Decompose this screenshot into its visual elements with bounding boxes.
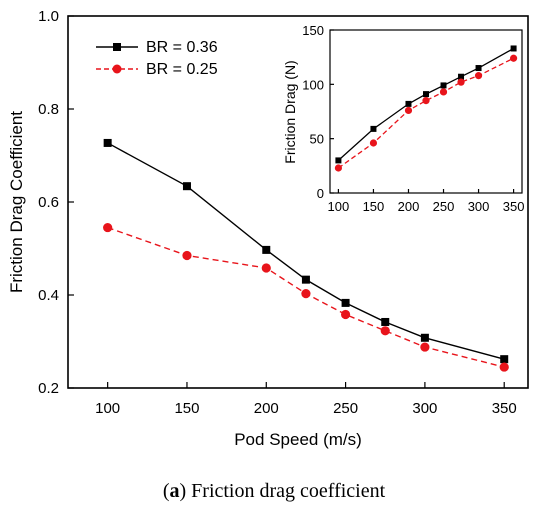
data-point-circle [301,289,311,299]
data-point-square [510,45,517,52]
data-point-circle [369,139,378,147]
legend: BR = 0.36 BR = 0.25 [96,39,218,78]
caption-text: Friction drag coefficient [186,480,385,502]
data-point-square [458,73,465,80]
data-point-square [182,182,191,191]
x-tick-label: 200 [254,400,279,417]
x-tick-label: 300 [412,400,437,417]
inset-chart: 100 150 200 250 300 350 0 50 100 150 Friction Dra… [282,23,524,214]
data-point-circle [404,106,413,115]
legend-label-br036: BR = 0.36 [146,39,218,56]
data-point-square [341,298,350,307]
data-point-circle [261,263,271,273]
inset-plot-frame [329,29,523,194]
x-tick-label: 300 [468,199,490,214]
data-point-square [405,100,412,107]
inset-series [334,45,518,172]
data-point-circle [474,72,483,80]
data-point-circle [380,326,390,336]
data-point-square [301,275,310,284]
data-point-square [500,355,509,364]
series-line-1 [338,57,514,169]
data-point-square [423,91,429,98]
legend-label-br025: BR = 0.25 [146,61,218,78]
data-point-circle [509,54,518,62]
y-tick-label: 0.8 [38,101,59,118]
y-tick-label: 50 [310,132,324,147]
x-tick-label: 250 [433,199,455,214]
data-point-square [381,317,390,326]
y-tick-label: 1.0 [38,8,59,25]
data-point-square [262,245,271,254]
y-tick-label: 0.2 [38,380,59,397]
data-point-circle [103,222,113,233]
x-axis-label: Pod Speed (m/s) [234,430,362,449]
x-tick-label: 200 [398,199,420,214]
y-tick-label: 0 [317,186,324,201]
series-line-0 [107,142,505,360]
y-tick-label: 0.6 [38,194,59,211]
inset-plot-background [330,30,522,193]
legend-marker-br036 [113,43,121,51]
inset-y-axis-label: Friction Drag (N) [282,60,298,163]
data-point-circle [340,309,351,320]
caption-label: a [169,480,179,502]
y-tick-label: 150 [302,23,324,38]
data-point-circle [182,250,192,261]
inset-ticks: 100 150 200 250 300 350 0 50 100 150 [302,23,524,214]
y-tick-label: 100 [302,77,324,92]
data-point-circle [420,342,430,352]
data-point-circle [334,164,343,172]
y-axis-label: Friction Drag Coefficient [7,111,26,293]
x-tick-label: 250 [333,400,358,417]
x-tick-label: 150 [174,400,199,417]
main-series [103,138,509,372]
y-tick-label: 0.4 [38,287,59,304]
x-tick-label: 100 [328,199,350,214]
data-point-square [335,157,342,164]
x-tick-label: 150 [363,199,385,214]
data-point-square [370,125,377,132]
data-point-square [103,138,112,147]
x-tick-label: 350 [492,400,517,417]
legend-marker-br025 [112,64,122,74]
figure-caption: (a) Friction drag coefficient [163,480,386,502]
x-tick-label: 350 [503,199,525,214]
data-point-square [440,82,447,89]
data-point-circle [457,78,465,86]
main-ticks: 100 150 200 250 300 350 0.2 0.4 0.6 0.8 1.0 [38,8,517,417]
data-point-square [420,333,429,342]
data-point-square [475,65,482,72]
data-point-circle [499,362,509,372]
series-line-1 [107,226,505,368]
data-point-circle [439,88,448,96]
x-tick-label: 100 [95,400,120,417]
data-point-circle [422,97,430,105]
main-chart: 100 150 200 250 300 350 0.2 0.4 0.6 0.8 1.0 Pod Sp… [7,8,529,449]
